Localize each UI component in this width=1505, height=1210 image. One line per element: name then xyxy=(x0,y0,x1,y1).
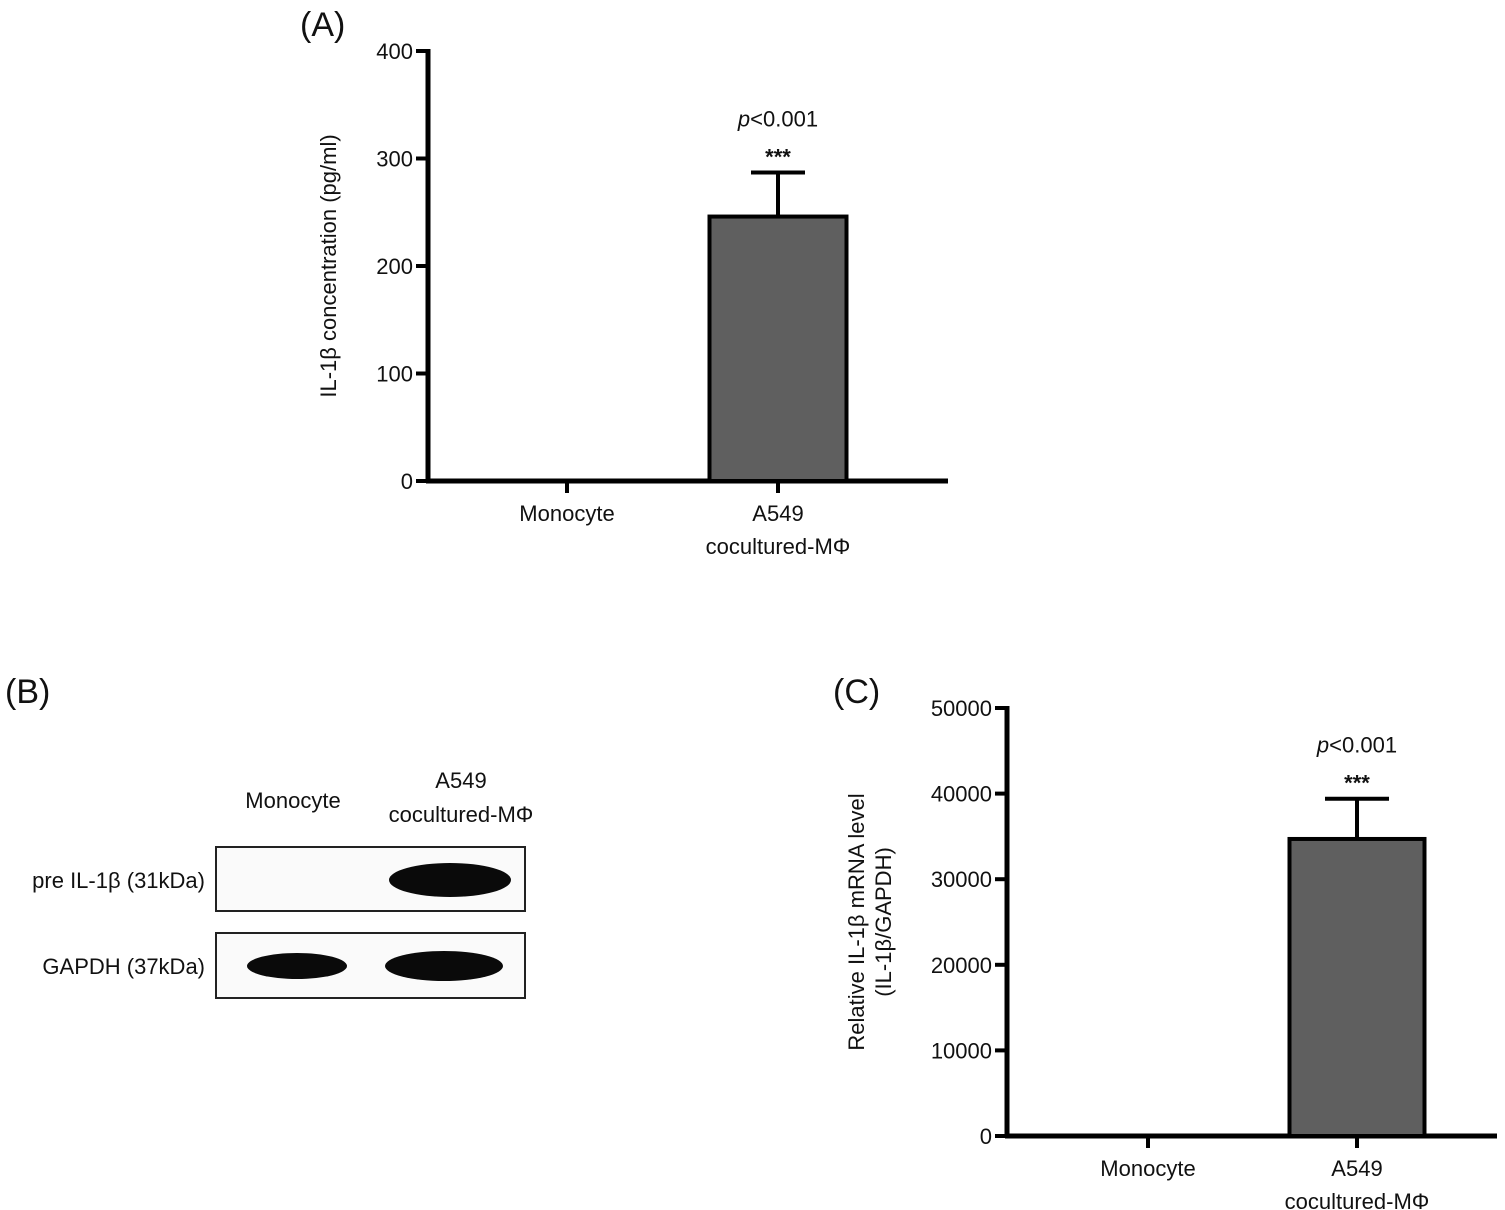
significance-stars: *** xyxy=(765,144,791,169)
panel-label-b: (B) xyxy=(5,673,50,711)
blot-band-gapdh-monocyte xyxy=(247,953,347,979)
blot-column-monocyte: Monocyte xyxy=(245,788,340,813)
y-axis-label: IL-1β concentration (pg/ml) xyxy=(316,134,341,397)
chart-a: 0 100 200 300 400 IL-1β concentration (pg/ml)… xyxy=(316,39,948,559)
blot-band-gapdh-a549 xyxy=(385,951,503,981)
blot-column-a549-line2: cocultured-MΦ xyxy=(389,802,534,827)
p-value: <0.001 xyxy=(750,106,818,131)
y-tick-label: 10000 xyxy=(931,1038,992,1063)
y-tick-label: 0 xyxy=(401,469,413,494)
x-tick-label: A549 xyxy=(1331,1156,1382,1181)
x-tick-label: cocultured-MΦ xyxy=(706,534,851,559)
western-blot: Monocyte A549 cocultured-MΦ pre IL-1β (3… xyxy=(32,768,534,999)
blot-band-pre-il1b-a549 xyxy=(389,863,511,897)
x-tick-label: A549 xyxy=(752,501,803,526)
y-tick-label: 50000 xyxy=(931,696,992,721)
y-tick-label: 30000 xyxy=(931,867,992,892)
x-tick-label: cocultured-MΦ xyxy=(1285,1189,1430,1210)
x-tick-label: Monocyte xyxy=(1100,1156,1195,1181)
blot-row-label-pre-il1b: pre IL-1β (31kDa) xyxy=(32,868,205,893)
p-value-annotation: p<0.001 xyxy=(1316,733,1397,758)
y-tick-label: 300 xyxy=(376,147,413,172)
p-symbol: p xyxy=(1316,733,1329,758)
panel-label-c: (C) xyxy=(833,673,880,711)
y-axis-label: Relative IL-1β mRNA level xyxy=(844,793,869,1050)
blot-row-label-gapdh: GAPDH (37kDa) xyxy=(42,954,205,979)
y-tick-label: 0 xyxy=(980,1124,992,1149)
bar-1 xyxy=(1287,836,1427,1139)
y-tick-label: 40000 xyxy=(931,782,992,807)
y-tick-label: 400 xyxy=(376,39,413,64)
y-tick-label: 200 xyxy=(376,254,413,279)
y-tick-label: 20000 xyxy=(931,953,992,978)
significance-stars: *** xyxy=(1344,771,1370,796)
bar-1 xyxy=(707,214,849,484)
x-tick-label: Monocyte xyxy=(519,501,614,526)
p-value-annotation: p<0.001 xyxy=(737,106,818,131)
blot-column-a549-line1: A549 xyxy=(435,768,486,793)
panel-label-a: (A) xyxy=(300,6,345,44)
chart-c: 0 10000 20000 30000 40000 50000 Relative IL-1β… xyxy=(844,696,1497,1210)
y-tick-label: 100 xyxy=(376,362,413,387)
y-axis-label: (IL-1β/GAPDH) xyxy=(871,847,896,997)
p-symbol: p xyxy=(737,106,750,131)
p-value: <0.001 xyxy=(1329,733,1397,758)
